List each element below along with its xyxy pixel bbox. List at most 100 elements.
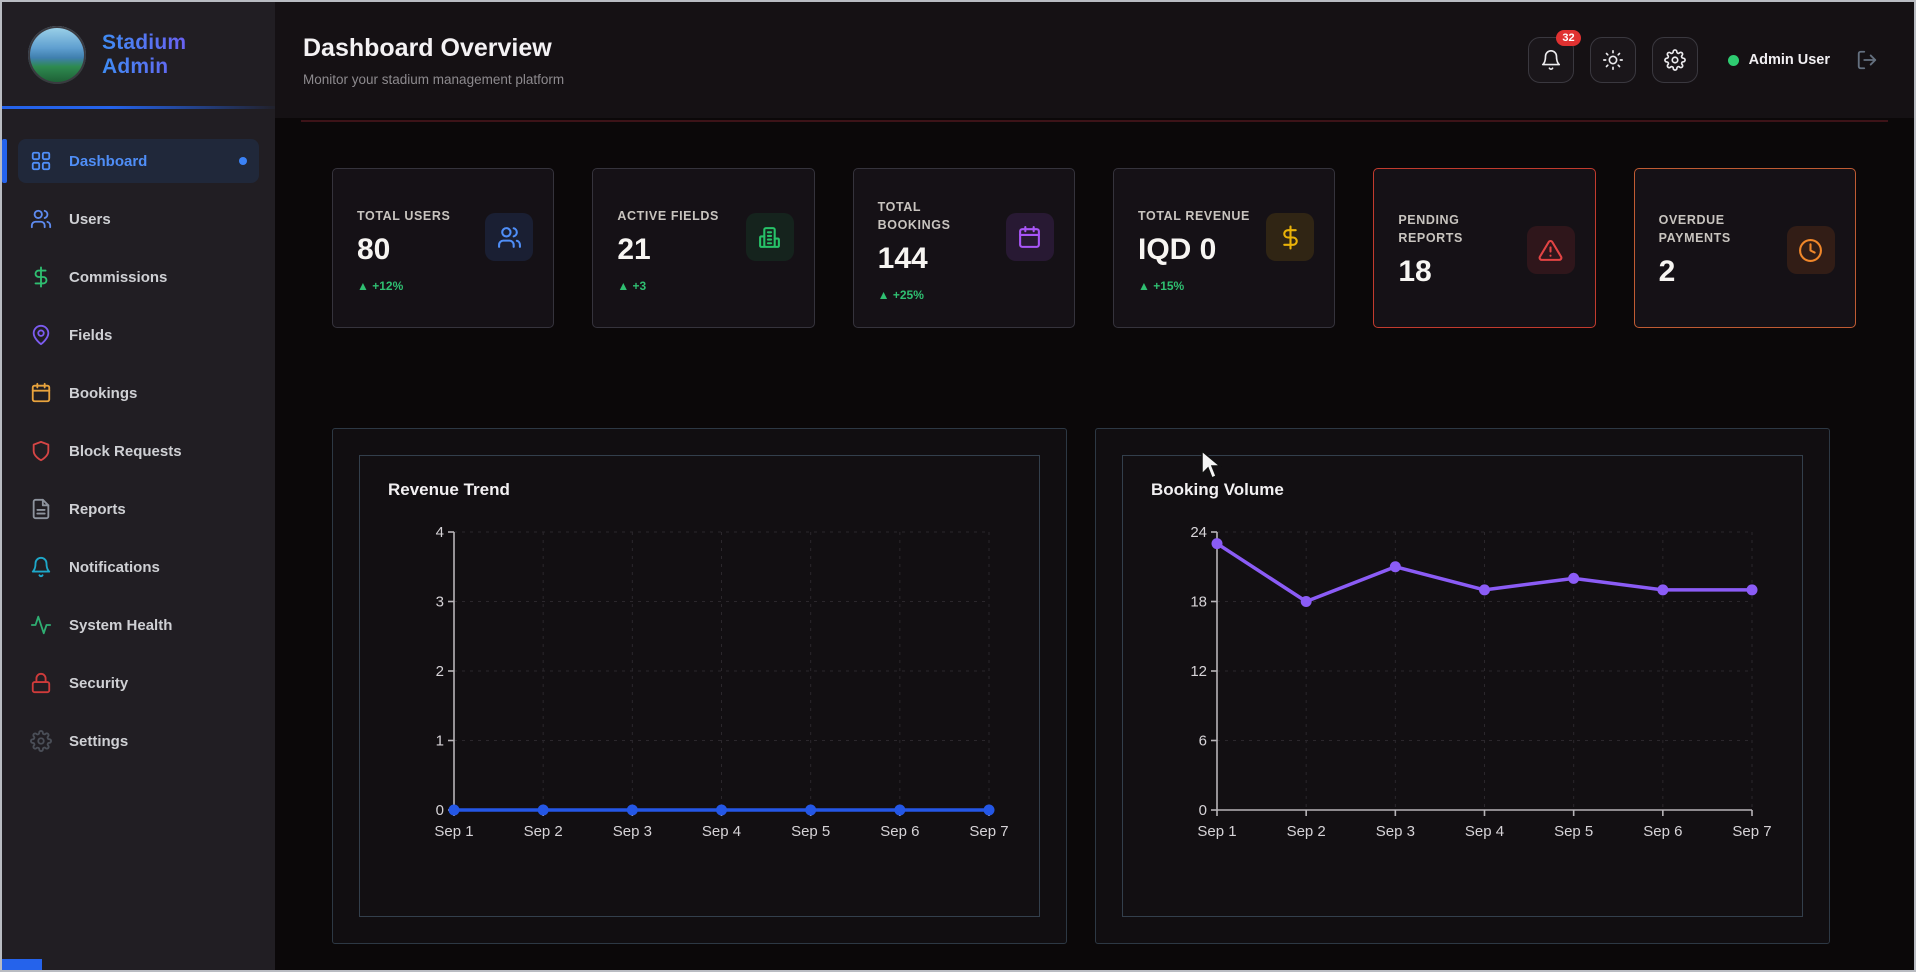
clock-icon (1786, 226, 1835, 274)
sidebar-item-block-requests[interactable]: Block Requests (18, 429, 259, 473)
main-area: Dashboard Overview Monitor your stadium … (275, 2, 1914, 970)
page-title: Dashboard Overview (303, 33, 552, 62)
svg-text:4: 4 (435, 524, 443, 541)
logo-section: Stadium Admin (2, 2, 275, 106)
svg-text:Sep 1: Sep 1 (434, 823, 473, 840)
svg-text:Sep 6: Sep 6 (880, 823, 919, 840)
sidebar-item-reports[interactable]: Reports (18, 487, 259, 531)
sidebar-item-bookings[interactable]: Bookings (18, 371, 259, 415)
stat-card-total-users: TOTAL USERS 80 ▲ +12% (332, 168, 555, 328)
active-dot (239, 157, 247, 165)
sidebar-item-fields[interactable]: Fields (18, 313, 259, 357)
header-titles: Dashboard Overview Monitor your stadium … (303, 34, 564, 87)
building-icon (745, 213, 794, 261)
svg-text:3: 3 (435, 594, 443, 611)
stat-card-overdue-payments: OVERDUE PAYMENTS 2 (1633, 168, 1856, 328)
sidebar-item-label: Bookings (69, 384, 138, 402)
stat-trend: ▲ +12% (357, 279, 404, 294)
sidebar-item-label: Fields (69, 326, 113, 344)
sidebar-item-notifications[interactable]: Notifications (18, 545, 259, 589)
svg-text:0: 0 (1198, 802, 1206, 819)
svg-text:Sep 6: Sep 6 (1643, 823, 1682, 840)
revenue-trend-card: Revenue Trend 0 1 2 3 4 Sep 1 Sep 2 Sep 3 Sep 4 S… (332, 428, 1067, 944)
svg-text:Sep 2: Sep 2 (523, 823, 562, 840)
stat-label: OVERDUE PAYMENTS (1658, 212, 1731, 245)
lock-icon (30, 672, 52, 694)
svg-text:Sep 7: Sep 7 (1732, 823, 1771, 840)
header-actions: 32 Admin User (1527, 30, 1878, 83)
booking-volume-chart: 0 6 12 18 24 Sep 1 Sep 2 Sep 3 Sep 4 Sep 5 Sep 6 Se… (1190, 524, 1771, 840)
user-name: Admin User (1748, 52, 1830, 68)
notifications-button[interactable]: 32 (1527, 30, 1581, 83)
stat-trend: ▲ +3 (617, 279, 647, 294)
bottom-left-accent (2, 959, 42, 970)
users-icon (30, 208, 52, 230)
bell-icon (30, 556, 52, 578)
stats-row: TOTAL USERS 80 ▲ +12% ACTIVE FIELDS 21 (275, 122, 1914, 328)
svg-text:Sep 4: Sep 4 (1464, 823, 1503, 840)
sidebar-item-label: Security (69, 674, 129, 692)
settings-button[interactable] (1651, 37, 1698, 83)
stat-value: 80 (357, 233, 391, 267)
dollar-icon (1266, 213, 1315, 261)
stat-label: TOTAL REVENUE (1137, 208, 1250, 223)
sidebar-item-label: Notifications (69, 558, 160, 576)
sidebar-item-label: System Health (69, 616, 173, 634)
chart-title: Revenue Trend (388, 480, 510, 499)
logout-button[interactable] (1856, 49, 1878, 71)
stat-value: 144 (877, 242, 928, 276)
revenue-trend-chart: 0 1 2 3 4 Sep 1 Sep 2 Sep 3 Sep 4 Sep 5 Sep 6 Sep 7 (434, 524, 1008, 840)
svg-text:2: 2 (435, 663, 443, 680)
sidebar-item-settings[interactable]: Settings (18, 719, 259, 763)
svg-text:1: 1 (435, 733, 443, 750)
page-subtitle: Monitor your stadium management platform (303, 71, 565, 87)
sidebar-divider (2, 106, 275, 109)
brand-title: Stadium Admin (102, 31, 253, 79)
sidebar-item-label: Users (69, 210, 111, 228)
sidebar-item-system-health[interactable]: System Health (18, 603, 259, 647)
mouse-cursor (1201, 450, 1222, 480)
stat-card-active-fields: ACTIVE FIELDS 21 ▲ +3 (592, 168, 815, 328)
sidebar-item-label: Reports (69, 500, 126, 518)
sidebar-item-label: Settings (69, 732, 129, 750)
sidebar: Stadium Admin Dashboard Users (2, 2, 275, 970)
stat-label: TOTAL BOOKINGS (877, 199, 951, 232)
dollar-icon (30, 266, 52, 288)
stat-value: 21 (617, 233, 651, 267)
svg-text:24: 24 (1190, 524, 1207, 541)
calendar-icon (1005, 213, 1054, 261)
sidebar-item-users[interactable]: Users (18, 197, 259, 241)
notification-badge: 32 (1556, 30, 1581, 46)
sidebar-item-security[interactable]: Security (18, 661, 259, 705)
calendar-icon (30, 382, 52, 404)
svg-text:Sep 4: Sep 4 (701, 823, 740, 840)
booking-volume-panel: Booking Volume 0 6 12 18 24 Sep 1 Sep 2 Sep 3 Se… (1122, 455, 1803, 917)
svg-text:Sep 7: Sep 7 (969, 823, 1008, 840)
theme-toggle-button[interactable] (1589, 37, 1636, 83)
revenue-trend-panel: Revenue Trend 0 1 2 3 4 Sep 1 Sep 2 Sep 3 Sep 4 S… (359, 455, 1040, 917)
svg-text:Sep 5: Sep 5 (791, 823, 830, 840)
svg-text:12: 12 (1190, 663, 1207, 680)
stat-label: TOTAL USERS (357, 208, 451, 223)
svg-text:Sep 2: Sep 2 (1286, 823, 1325, 840)
content-top-divider (301, 120, 1888, 122)
booking-volume-card: Booking Volume 0 6 12 18 24 Sep 1 Sep 2 Sep 3 Se… (1095, 428, 1830, 944)
dashboard-icon (30, 150, 52, 172)
online-status-dot (1727, 54, 1739, 66)
stat-trend: ▲ +25% (877, 288, 924, 303)
sidebar-item-commissions[interactable]: Commissions (18, 255, 259, 299)
stat-value: 18 (1398, 255, 1432, 289)
stat-label: PENDING REPORTS (1398, 212, 1463, 245)
sidebar-item-dashboard[interactable]: Dashboard (2, 139, 259, 183)
stat-label: ACTIVE FIELDS (617, 208, 719, 223)
users-icon (485, 213, 534, 261)
stadium-logo (28, 26, 86, 84)
shield-icon (30, 440, 52, 462)
user-status: Admin User (1727, 52, 1830, 68)
stat-trend: ▲ +15% (1137, 279, 1185, 294)
stat-card-pending-reports: PENDING REPORTS 18 (1373, 168, 1596, 328)
stat-card-total-bookings: TOTAL BOOKINGS 144 ▲ +25% (852, 168, 1075, 328)
sidebar-nav: Dashboard Users Commissions Fields (2, 109, 275, 777)
